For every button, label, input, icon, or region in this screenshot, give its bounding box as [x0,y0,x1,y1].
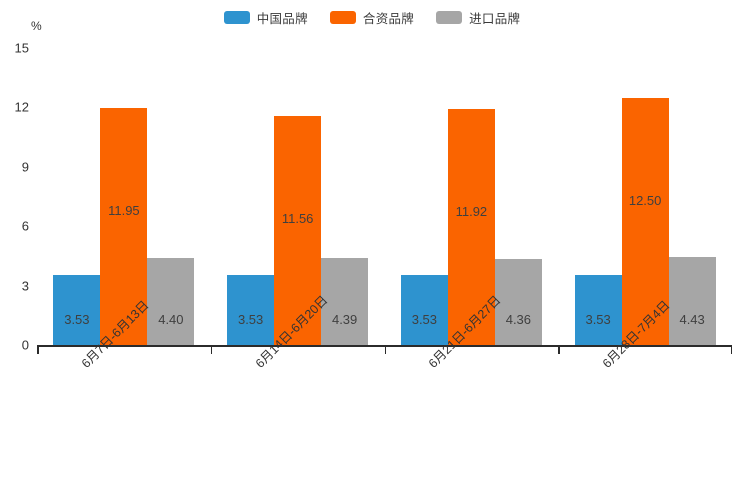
bar-value-label: 11.92 [455,203,488,219]
y-axis-tick-label: 6 [21,218,29,234]
y-axis-tick-label: 3 [21,278,29,294]
bar-1-3[interactable]: 4.40 [147,257,195,345]
bar-1-2[interactable]: 11.95 [100,108,148,345]
x-axis-tick [384,345,386,354]
chart-legend: 中国品牌 合资品牌 进口品牌 [0,8,744,27]
plot-area: 0 3 6 9 12 15 3.53 11.95 4.40 3.53 11.56 4.39 3.53 11… [15,41,732,353]
bar-value-label: 11.95 [108,203,140,219]
y-axis-tick-label: 9 [21,159,29,175]
bar-value-label: 4.40 [158,312,184,327]
y-axis-tick-label: 0 [21,337,29,353]
x-axis-end-tick [730,345,732,354]
legend-label: 合资品牌 [362,12,415,26]
bar-value-label: 3.53 [585,312,611,327]
x-axis-tick [558,345,560,354]
legend-label: 中国品牌 [256,12,308,26]
bar-value-label: 3.53 [237,312,264,327]
bar-4-3[interactable]: 4.43 [668,257,716,345]
x-axis-tick [210,345,213,354]
bar-3-2[interactable]: 11.92 [447,108,495,345]
legend-label: 进口品牌 [469,12,521,26]
bar-1-1[interactable]: 3.53 [53,275,101,345]
x-axis-end-tick [37,345,39,354]
bar-value-label: 4.43 [679,312,705,327]
bar-value-label: 4.36 [505,312,532,327]
legend-item-1[interactable]: 中国品牌 [223,8,308,27]
bar-4-2[interactable]: 12.50 [621,97,669,345]
bar-3-1[interactable]: 3.53 [400,275,448,345]
bar-value-label: 3.53 [64,312,90,327]
bar-2-1[interactable]: 3.53 [227,275,275,345]
bar-value-label: 12.50 [628,192,662,208]
bar-3-3[interactable]: 4.36 [494,258,542,345]
legend-item-3[interactable]: 进口品牌 [436,8,520,27]
legend-item-2[interactable]: 合资品牌 [329,8,415,27]
bar-2-3[interactable]: 4.39 [321,258,369,345]
y-axis-unit-label: % [31,19,42,33]
bar-value-label: 11.56 [281,211,314,227]
bar-value-label: 3.53 [411,312,438,327]
y-axis-tick-label: 12 [14,99,29,115]
bar-2-2[interactable]: 11.56 [274,116,322,345]
y-axis-tick-label: 15 [14,40,29,56]
bar-value-label: 4.39 [331,312,358,327]
legend-swatch-icon [223,11,250,24]
bar-4-1[interactable]: 3.53 [574,275,622,345]
legend-swatch-icon [436,11,463,24]
legend-swatch-icon [329,11,356,24]
